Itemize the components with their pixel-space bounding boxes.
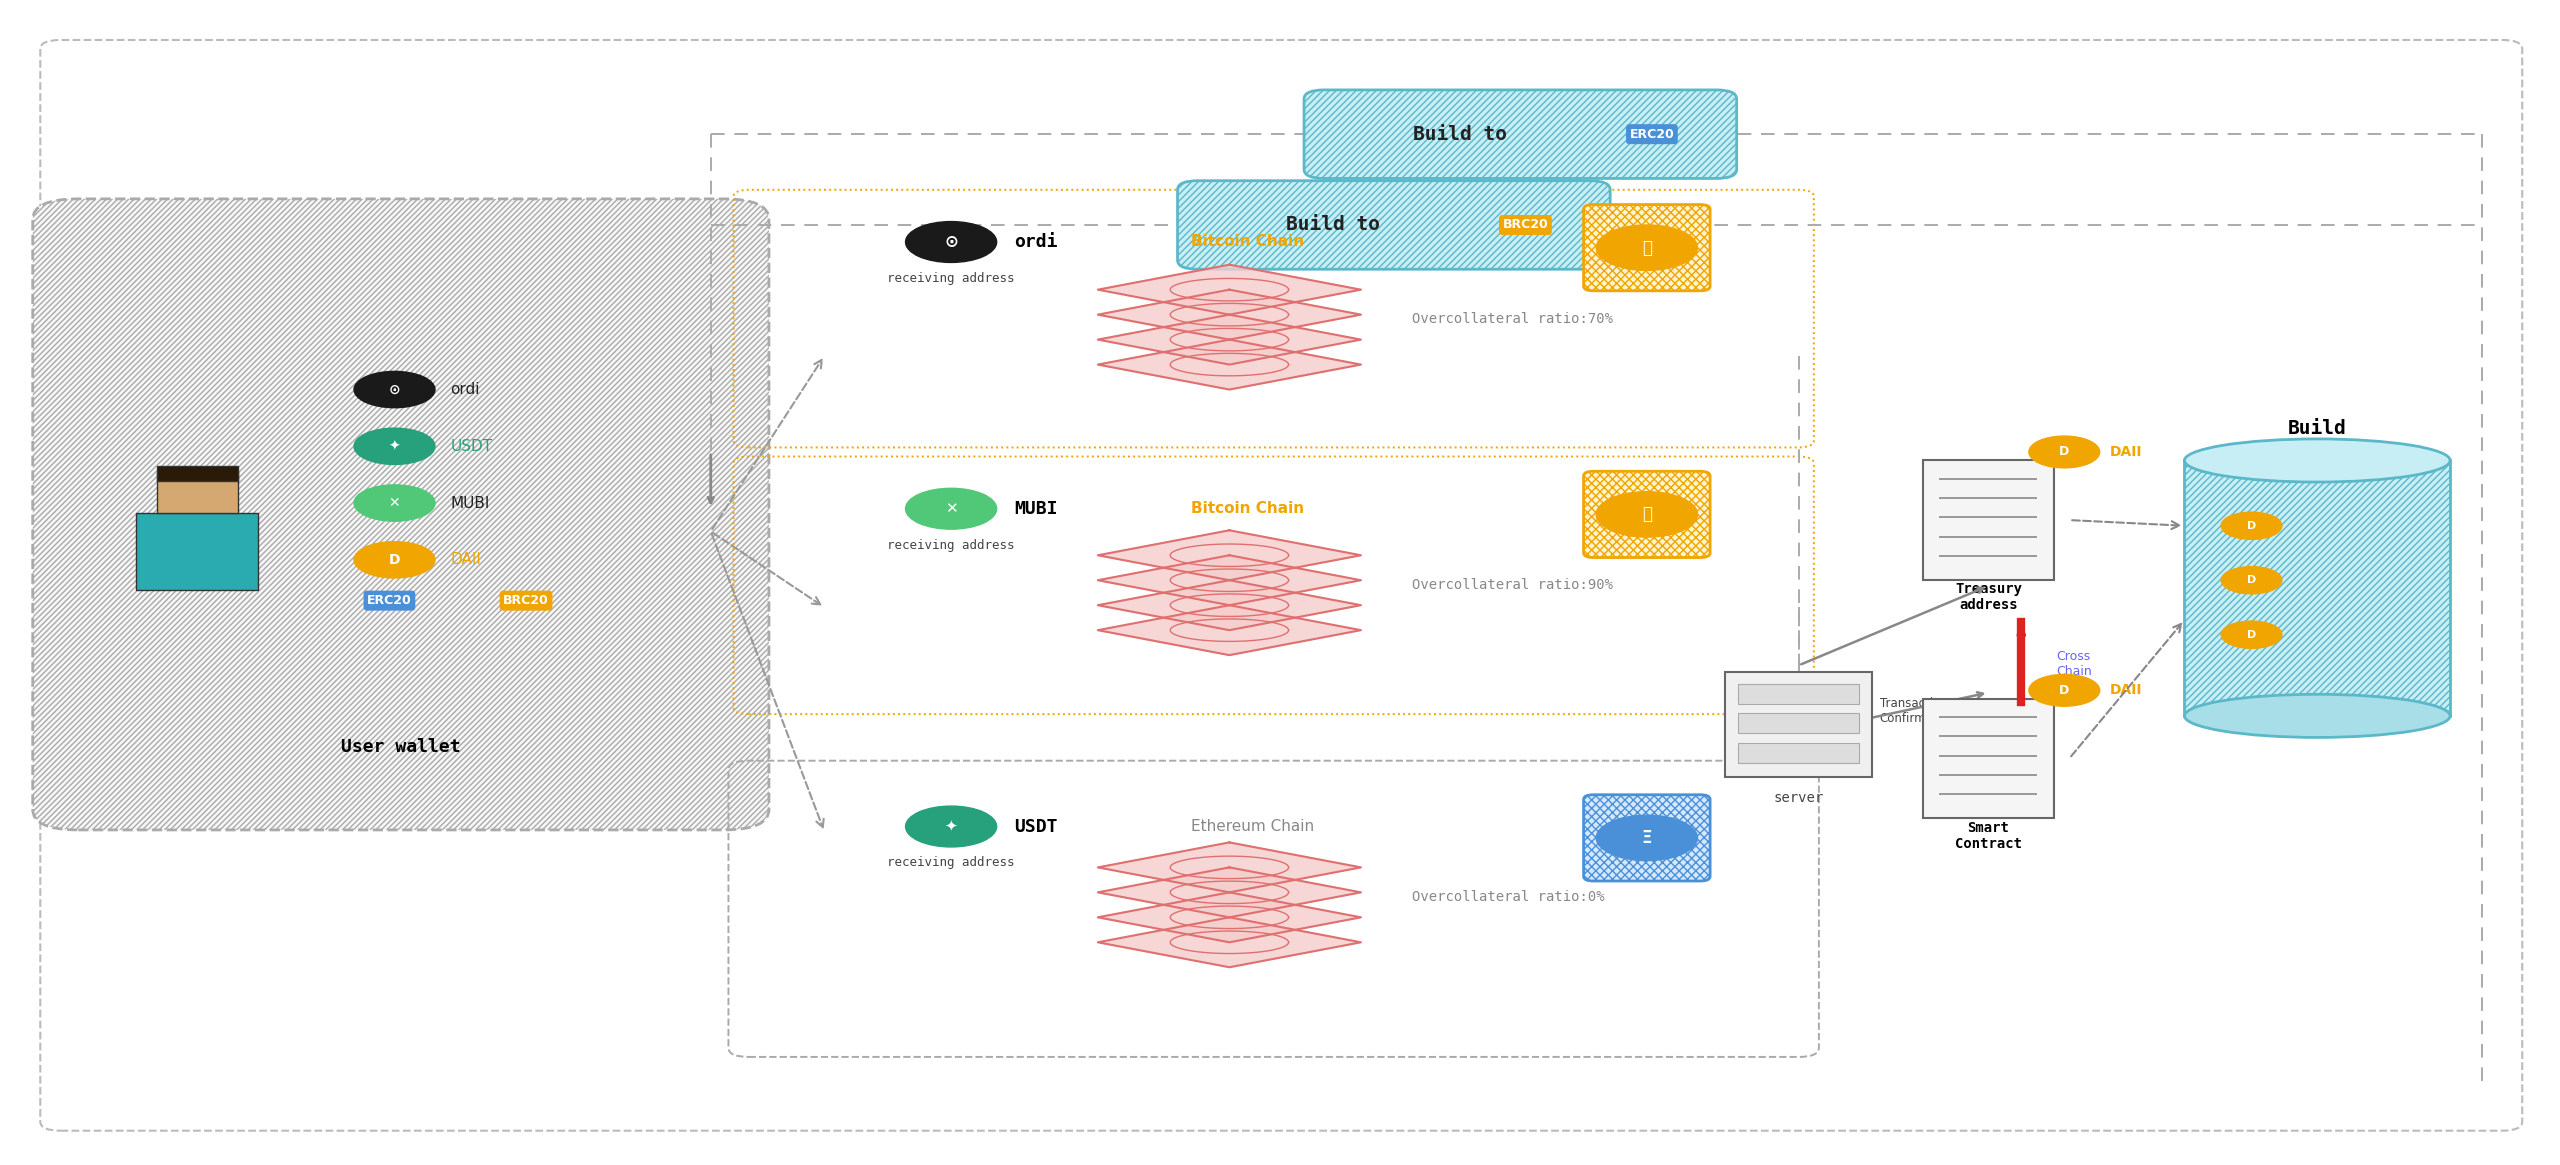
FancyArrowPatch shape: [2071, 624, 2181, 756]
Text: Bitcoin Chain: Bitcoin Chain: [1190, 234, 1306, 249]
FancyBboxPatch shape: [1585, 472, 1710, 558]
Text: ✕: ✕: [389, 496, 399, 510]
Polygon shape: [1098, 892, 1362, 942]
FancyArrowPatch shape: [2071, 521, 2179, 529]
Text: MUBI: MUBI: [1014, 500, 1057, 517]
Polygon shape: [1098, 315, 1362, 365]
FancyBboxPatch shape: [1738, 713, 1859, 734]
Text: USDT: USDT: [451, 439, 492, 454]
FancyBboxPatch shape: [1585, 205, 1710, 291]
Text: Treasury
address: Treasury address: [1956, 582, 2022, 613]
FancyBboxPatch shape: [1738, 684, 1859, 704]
Text: receiving address: receiving address: [888, 856, 1014, 869]
Polygon shape: [1098, 530, 1362, 580]
Text: ✦: ✦: [389, 439, 399, 453]
Text: D: D: [2058, 684, 2068, 697]
FancyBboxPatch shape: [1725, 672, 1871, 777]
Circle shape: [906, 488, 996, 529]
Text: Overcollateral ratio:90%: Overcollateral ratio:90%: [1411, 578, 1613, 592]
FancyBboxPatch shape: [1585, 795, 1710, 881]
Text: ERC20: ERC20: [1631, 128, 1674, 141]
Text: DAII (10%): DAII (10%): [2291, 573, 2358, 587]
Text: User wallet: User wallet: [340, 739, 461, 756]
Text: D: D: [2058, 445, 2068, 459]
Circle shape: [2030, 436, 2099, 468]
FancyBboxPatch shape: [156, 472, 238, 514]
Text: MUBI: MUBI: [451, 495, 489, 510]
Text: Build: Build: [2289, 419, 2348, 438]
Text: Build to: Build to: [1413, 125, 1508, 143]
Text: DAII: DAII: [2109, 445, 2143, 459]
Text: ordi: ordi: [451, 382, 479, 397]
FancyBboxPatch shape: [1923, 699, 2053, 818]
FancyBboxPatch shape: [136, 514, 259, 591]
Text: Transaction
Confirmation: Transaction Confirmation: [1879, 697, 1956, 725]
Circle shape: [1597, 492, 1697, 537]
Text: Overcollateral ratio:0%: Overcollateral ratio:0%: [1411, 890, 1605, 904]
Text: Ethereum Chain: Ethereum Chain: [1190, 819, 1316, 834]
Text: Build to: Build to: [1285, 216, 1380, 234]
FancyBboxPatch shape: [1303, 90, 1736, 178]
Text: D: D: [2248, 576, 2255, 585]
Text: D: D: [2248, 521, 2255, 531]
Text: DAII (100%): DAII (100%): [2291, 628, 2368, 641]
Circle shape: [1597, 225, 1697, 270]
Text: receiving address: receiving address: [888, 271, 1014, 284]
Text: USDT: USDT: [1014, 818, 1057, 835]
Text: ⊙: ⊙: [945, 233, 957, 250]
Text: ordi: ordi: [1014, 233, 1057, 250]
FancyBboxPatch shape: [33, 199, 768, 829]
Circle shape: [1597, 816, 1697, 861]
FancyBboxPatch shape: [1923, 460, 2053, 580]
FancyBboxPatch shape: [1178, 181, 1610, 269]
Circle shape: [353, 372, 435, 408]
Polygon shape: [1098, 580, 1362, 630]
FancyBboxPatch shape: [1738, 742, 1859, 763]
Circle shape: [2222, 513, 2281, 539]
Text: server: server: [1774, 791, 1823, 805]
Text: D: D: [2248, 630, 2255, 640]
Text: BRC20: BRC20: [504, 594, 548, 607]
Text: ERC20: ERC20: [366, 594, 412, 607]
Text: DAII (30%): DAII (30%): [2291, 520, 2358, 532]
FancyBboxPatch shape: [156, 466, 238, 481]
Text: Overcollateral ratio:70%: Overcollateral ratio:70%: [1411, 312, 1613, 326]
Text: ✦: ✦: [945, 819, 957, 834]
Circle shape: [353, 485, 435, 521]
Text: ✕: ✕: [945, 501, 957, 516]
Text: receiving address: receiving address: [888, 538, 1014, 551]
Text: Cross
Chain: Cross Chain: [2056, 650, 2092, 678]
FancyArrowPatch shape: [712, 360, 822, 529]
Circle shape: [2030, 675, 2099, 706]
Text: Bitcoin Chain: Bitcoin Chain: [1190, 501, 1306, 516]
FancyArrowPatch shape: [712, 534, 824, 827]
Circle shape: [353, 542, 435, 578]
Polygon shape: [1098, 264, 1362, 315]
FancyArrowPatch shape: [714, 532, 819, 605]
Ellipse shape: [2184, 439, 2450, 482]
Polygon shape: [1098, 605, 1362, 655]
Polygon shape: [1098, 868, 1362, 917]
Text: DAII: DAII: [451, 552, 481, 567]
Circle shape: [906, 221, 996, 262]
Text: Smart
Contract: Smart Contract: [1956, 820, 2022, 850]
Text: ⊙: ⊙: [389, 382, 399, 396]
Text: D: D: [389, 553, 399, 567]
Circle shape: [353, 429, 435, 465]
Text: DAII: DAII: [2109, 684, 2143, 698]
Polygon shape: [1098, 842, 1362, 892]
FancyBboxPatch shape: [2184, 460, 2450, 715]
Circle shape: [2222, 621, 2281, 649]
Circle shape: [2222, 566, 2281, 594]
Polygon shape: [1098, 340, 1362, 389]
Text: ₿: ₿: [1641, 506, 1651, 523]
Text: BRC20: BRC20: [1503, 219, 1549, 232]
Circle shape: [906, 806, 996, 847]
Text: Ξ: Ξ: [1641, 828, 1651, 847]
Text: ₿: ₿: [1641, 239, 1651, 256]
Polygon shape: [1098, 290, 1362, 340]
Polygon shape: [1098, 556, 1362, 605]
Ellipse shape: [2184, 694, 2450, 737]
Polygon shape: [1098, 917, 1362, 967]
